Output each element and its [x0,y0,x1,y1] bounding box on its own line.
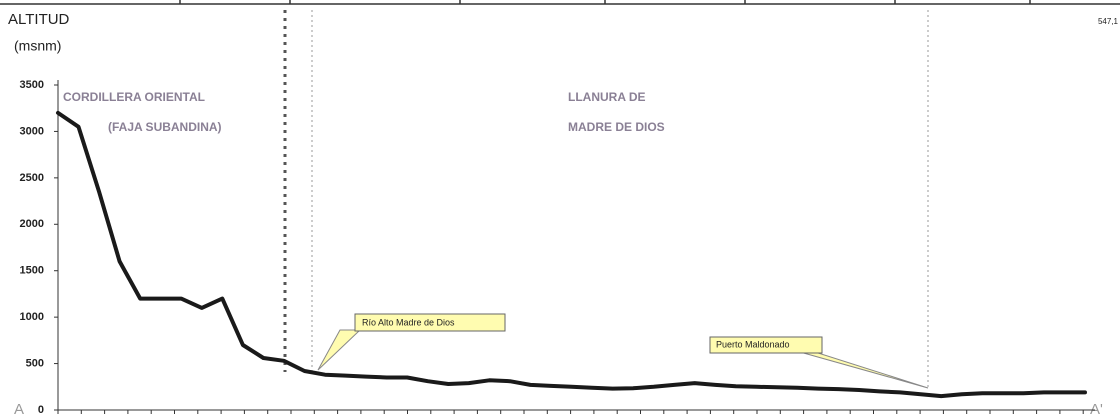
callout-text: Puerto Maldonado [716,339,790,349]
region-label: CORDILLERA ORIENTAL [63,90,205,104]
callout-pointer [317,329,362,371]
callout-pointer [799,351,929,389]
region-label: MADRE DE DIOS [568,120,665,134]
profile-line [56,110,1087,399]
callout-box [709,336,823,354]
callout-box [354,313,506,332]
corner-note: 547,1 [1098,17,1119,26]
y-tick-label: 1500 [20,265,44,277]
y-tick-label: 2500 [20,172,44,184]
y-tick-label: 2000 [20,218,44,230]
y-tick-label: 1000 [20,311,44,323]
region-label: LLANURA DE [568,90,646,104]
y-tick-label: 0 [38,404,44,416]
end-label: A' [1090,401,1103,417]
region-label: (FAJA SUBANDINA) [108,120,222,134]
start-label: A [14,401,24,417]
y-tick-label: 3000 [20,125,44,137]
top-border [0,0,1120,5]
y-tick-label: 3500 [20,79,44,91]
callout-text: Río Alto Madre de Dios [362,317,455,327]
y-label-unit: (msnm) [14,38,61,54]
y-tick-label: 500 [26,357,44,369]
y-label: ALTITUD [8,11,70,28]
